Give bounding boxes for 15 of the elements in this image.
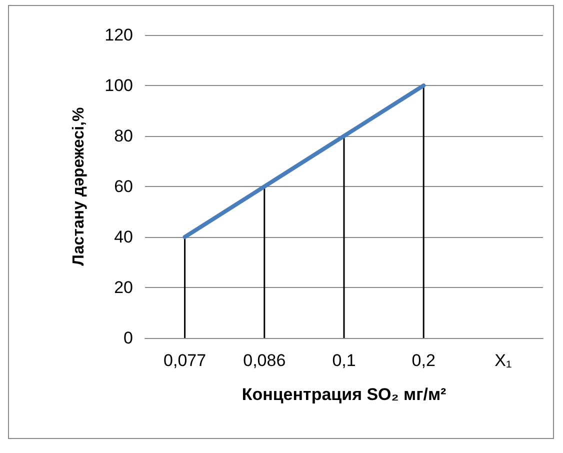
x-tick-label: 0,077 (164, 351, 206, 370)
y-tick-label: 0 (124, 328, 133, 348)
y-tick-label: 80 (114, 126, 133, 146)
y-axis-title: Ластану дәрежесі,% (70, 107, 88, 266)
x-tick-label: 0,086 (243, 351, 286, 370)
x-tick-label: 0,1 (332, 351, 356, 370)
x-axis-title: Концентрация SO₂ мг/м² (242, 385, 447, 404)
x-tick-label: X₁ (494, 351, 512, 370)
y-tick-label: 120 (104, 26, 133, 44)
y-tick-label: 40 (114, 228, 133, 246)
y-tick-label: 60 (114, 177, 133, 196)
x-tick-label: 0,2 (412, 351, 436, 370)
y-tick-label: 20 (114, 278, 133, 297)
y-tick-label: 100 (104, 76, 133, 95)
line-series (182, 84, 426, 239)
